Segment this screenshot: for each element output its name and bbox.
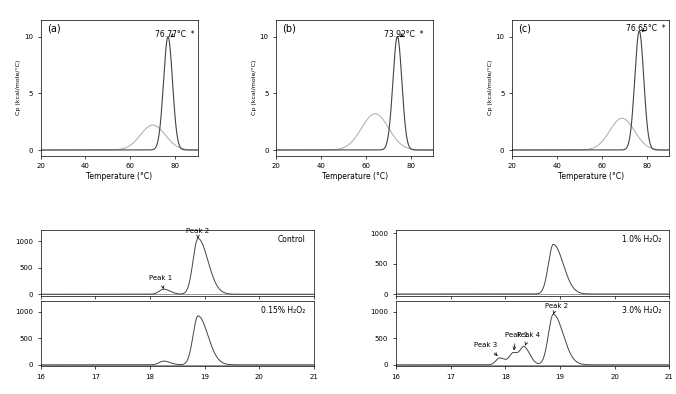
Text: 1.0% H₂O₂: 1.0% H₂O₂ [622,235,661,244]
Text: 0.15% H₂O₂: 0.15% H₂O₂ [262,306,306,315]
Y-axis label: Cp (kcal/mole/°C): Cp (kcal/mole/°C) [252,60,257,115]
Text: 76.65°C  *: 76.65°C * [626,24,665,33]
Y-axis label: Cp (kcal/mole/°C): Cp (kcal/mole/°C) [16,60,21,115]
X-axis label: Temperature (°C): Temperature (°C) [86,172,152,181]
Text: (b): (b) [283,24,297,34]
Text: Peak 3: Peak 3 [475,342,498,355]
Text: Peak 2: Peak 2 [187,228,210,238]
Y-axis label: Cp (kcal/mole/°C): Cp (kcal/mole/°C) [487,60,493,115]
Text: Peak 4: Peak 4 [517,332,540,345]
Text: 73.92°C  *: 73.92°C * [384,30,423,39]
Text: Peak 1: Peak 1 [504,332,528,349]
X-axis label: Temperature (°C): Temperature (°C) [322,172,388,181]
X-axis label: Temperature (°C): Temperature (°C) [558,172,624,181]
Text: 76.77°C  *: 76.77°C * [155,30,194,39]
Text: 3.0% H₂O₂: 3.0% H₂O₂ [621,306,661,315]
Text: Peak 2: Peak 2 [544,303,568,314]
Text: (c): (c) [518,24,531,34]
Text: Control: Control [278,235,306,244]
Text: (a): (a) [47,24,60,34]
Text: Peak 1: Peak 1 [149,275,172,288]
